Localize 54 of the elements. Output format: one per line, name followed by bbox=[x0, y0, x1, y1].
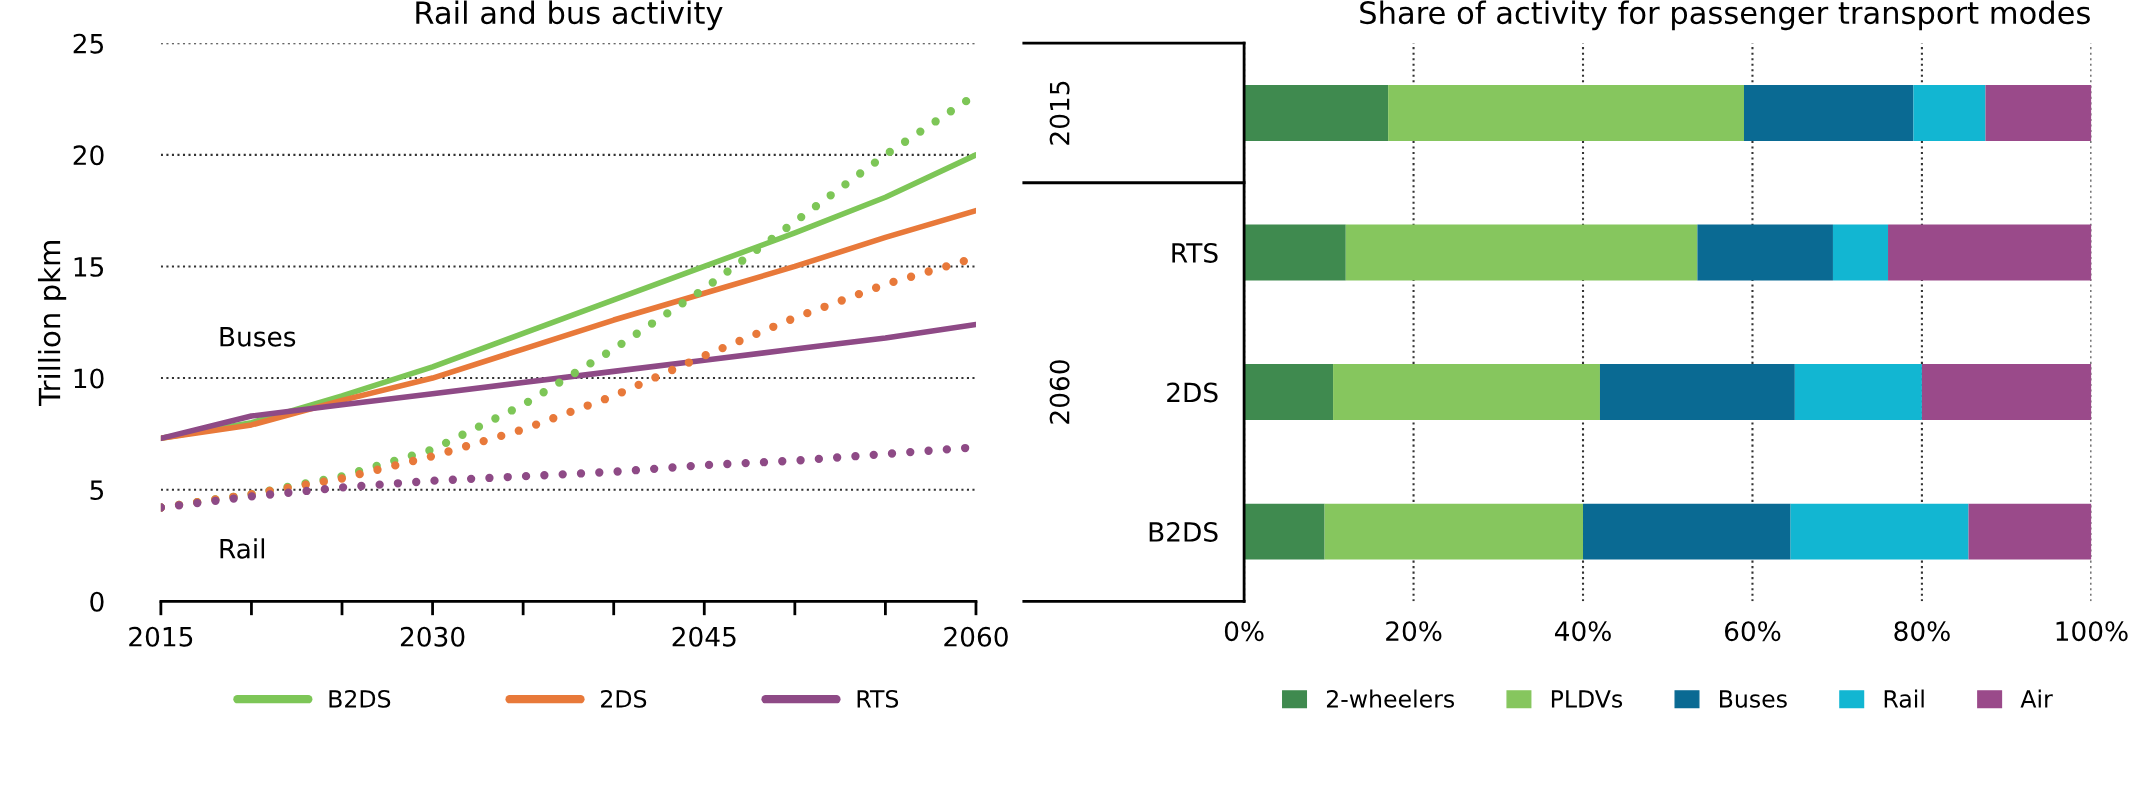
legend-label: B2DS bbox=[329, 689, 391, 708]
bar bbox=[1345, 224, 1698, 281]
bar bbox=[1324, 503, 1584, 560]
y-tick-label: 20 bbox=[73, 145, 104, 166]
x-tick-label: 2060 bbox=[944, 626, 1008, 647]
bar bbox=[1832, 224, 1889, 281]
y-tick-label: 10 bbox=[74, 368, 104, 389]
x-tick-label: 60% bbox=[1724, 621, 1781, 642]
legend-label: Air bbox=[2020, 689, 2053, 708]
annotation: Buses bbox=[220, 327, 296, 347]
legend-label: RTS bbox=[857, 689, 899, 708]
legend-label: 2DS bbox=[601, 689, 647, 708]
text: 2015 bbox=[1049, 81, 1070, 145]
x-tick-label: 20% bbox=[1386, 621, 1442, 642]
legend-label: PLDVs bbox=[1551, 690, 1623, 708]
bar bbox=[1968, 503, 2092, 560]
x-tick-label: 2045 bbox=[672, 626, 736, 647]
bar bbox=[1888, 224, 2092, 281]
bar bbox=[1743, 85, 1914, 141]
x-tick-label: 80% bbox=[1894, 621, 1950, 642]
x-tick-label: 40% bbox=[1554, 621, 1611, 642]
legend-label: Rail bbox=[1884, 689, 1924, 708]
y-axis-title: Trillion pkm bbox=[37, 241, 67, 407]
y-tick-label: 2DS bbox=[1167, 382, 1218, 403]
bar bbox=[1244, 224, 1346, 281]
bar bbox=[1913, 85, 1986, 141]
bar bbox=[1794, 364, 1922, 420]
y-tick-label: 5 bbox=[90, 480, 104, 501]
bar bbox=[1244, 503, 1325, 560]
bar bbox=[1985, 85, 2092, 141]
y-tick-label: 25 bbox=[73, 33, 104, 54]
chart-title: Rail and bus activity bbox=[416, 0, 723, 31]
bar bbox=[1921, 364, 2092, 420]
x-tick-label: 2030 bbox=[400, 626, 465, 647]
x-tick-label: 0% bbox=[1224, 621, 1264, 642]
text: 2060 bbox=[1049, 360, 1070, 424]
bar bbox=[1697, 224, 1833, 281]
y-tick-label: 0 bbox=[90, 591, 104, 612]
bar bbox=[1790, 503, 1969, 560]
bar bbox=[1599, 364, 1795, 420]
y-tick-label: B2DS bbox=[1149, 521, 1218, 542]
y-tick-label: 15 bbox=[74, 257, 104, 277]
bar bbox=[1244, 364, 1334, 420]
annotation: Rail bbox=[220, 538, 265, 559]
chart-title: Share of activity for passenger transport modes bbox=[1360, 0, 2090, 31]
legend-label: Buses bbox=[1720, 690, 1787, 708]
bar bbox=[1388, 85, 1744, 141]
x-tick-label: 100% bbox=[2056, 621, 2128, 642]
bar bbox=[1244, 85, 1389, 141]
legend-label: 2-wheelers bbox=[1326, 689, 1455, 708]
x-tick-label: 2015 bbox=[129, 626, 193, 647]
bar bbox=[1333, 364, 1600, 420]
bar bbox=[1583, 503, 1791, 560]
y-tick-label: RTS bbox=[1172, 242, 1218, 263]
